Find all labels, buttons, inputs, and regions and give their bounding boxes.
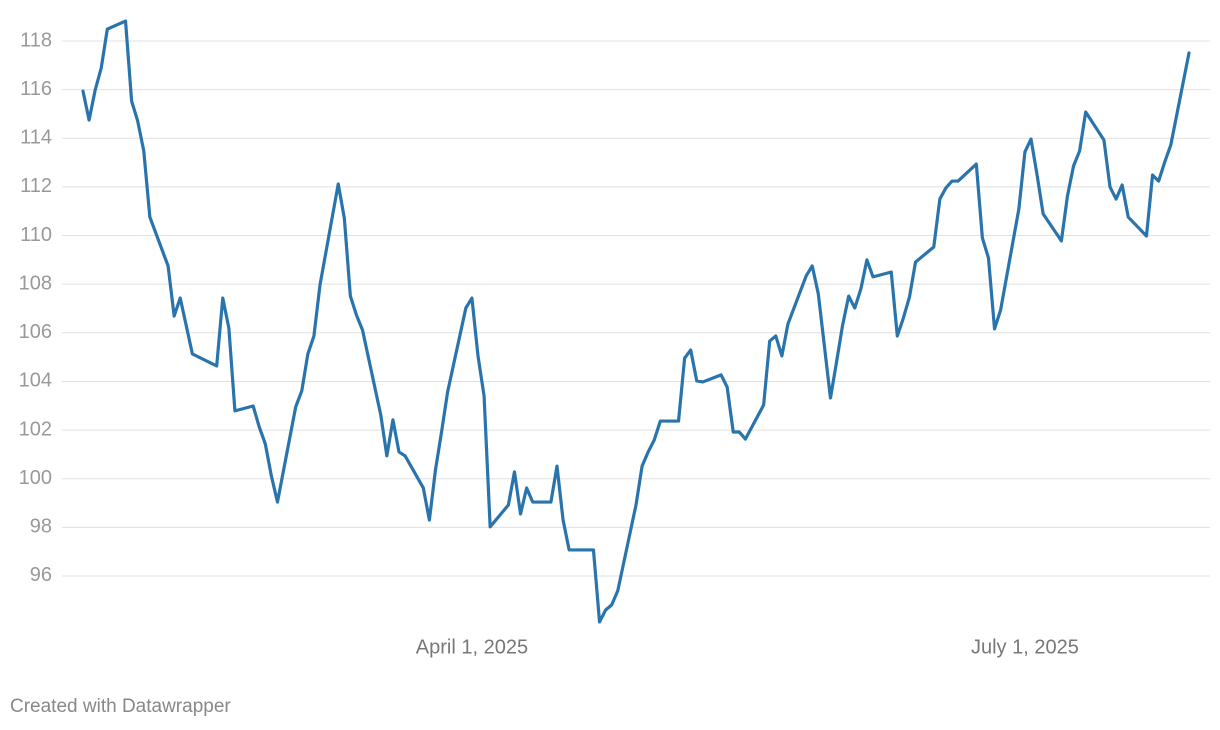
y-tick-label: 116 [20, 78, 52, 100]
y-tick-label: 98 [30, 516, 52, 538]
y-tick-label: 108 [19, 272, 52, 294]
data-line [81, 19, 1191, 624]
y-tick-label: 112 [20, 175, 52, 197]
y-tick-label: 100 [19, 467, 52, 489]
y-tick-label: 106 [19, 321, 52, 343]
y-tick-label: 114 [20, 127, 52, 149]
y-tick-label: 118 [20, 29, 52, 51]
y-tick-label: 102 [19, 418, 52, 440]
y-tick-label: 110 [20, 224, 52, 246]
credit: Created with Datawrapper [10, 696, 231, 717]
y-tick-label: 96 [30, 564, 52, 586]
y-tick-label: 104 [19, 370, 52, 392]
x-tick-label: July 1, 2025 [971, 636, 1079, 658]
x-tick-label: April 1, 2025 [416, 636, 528, 658]
